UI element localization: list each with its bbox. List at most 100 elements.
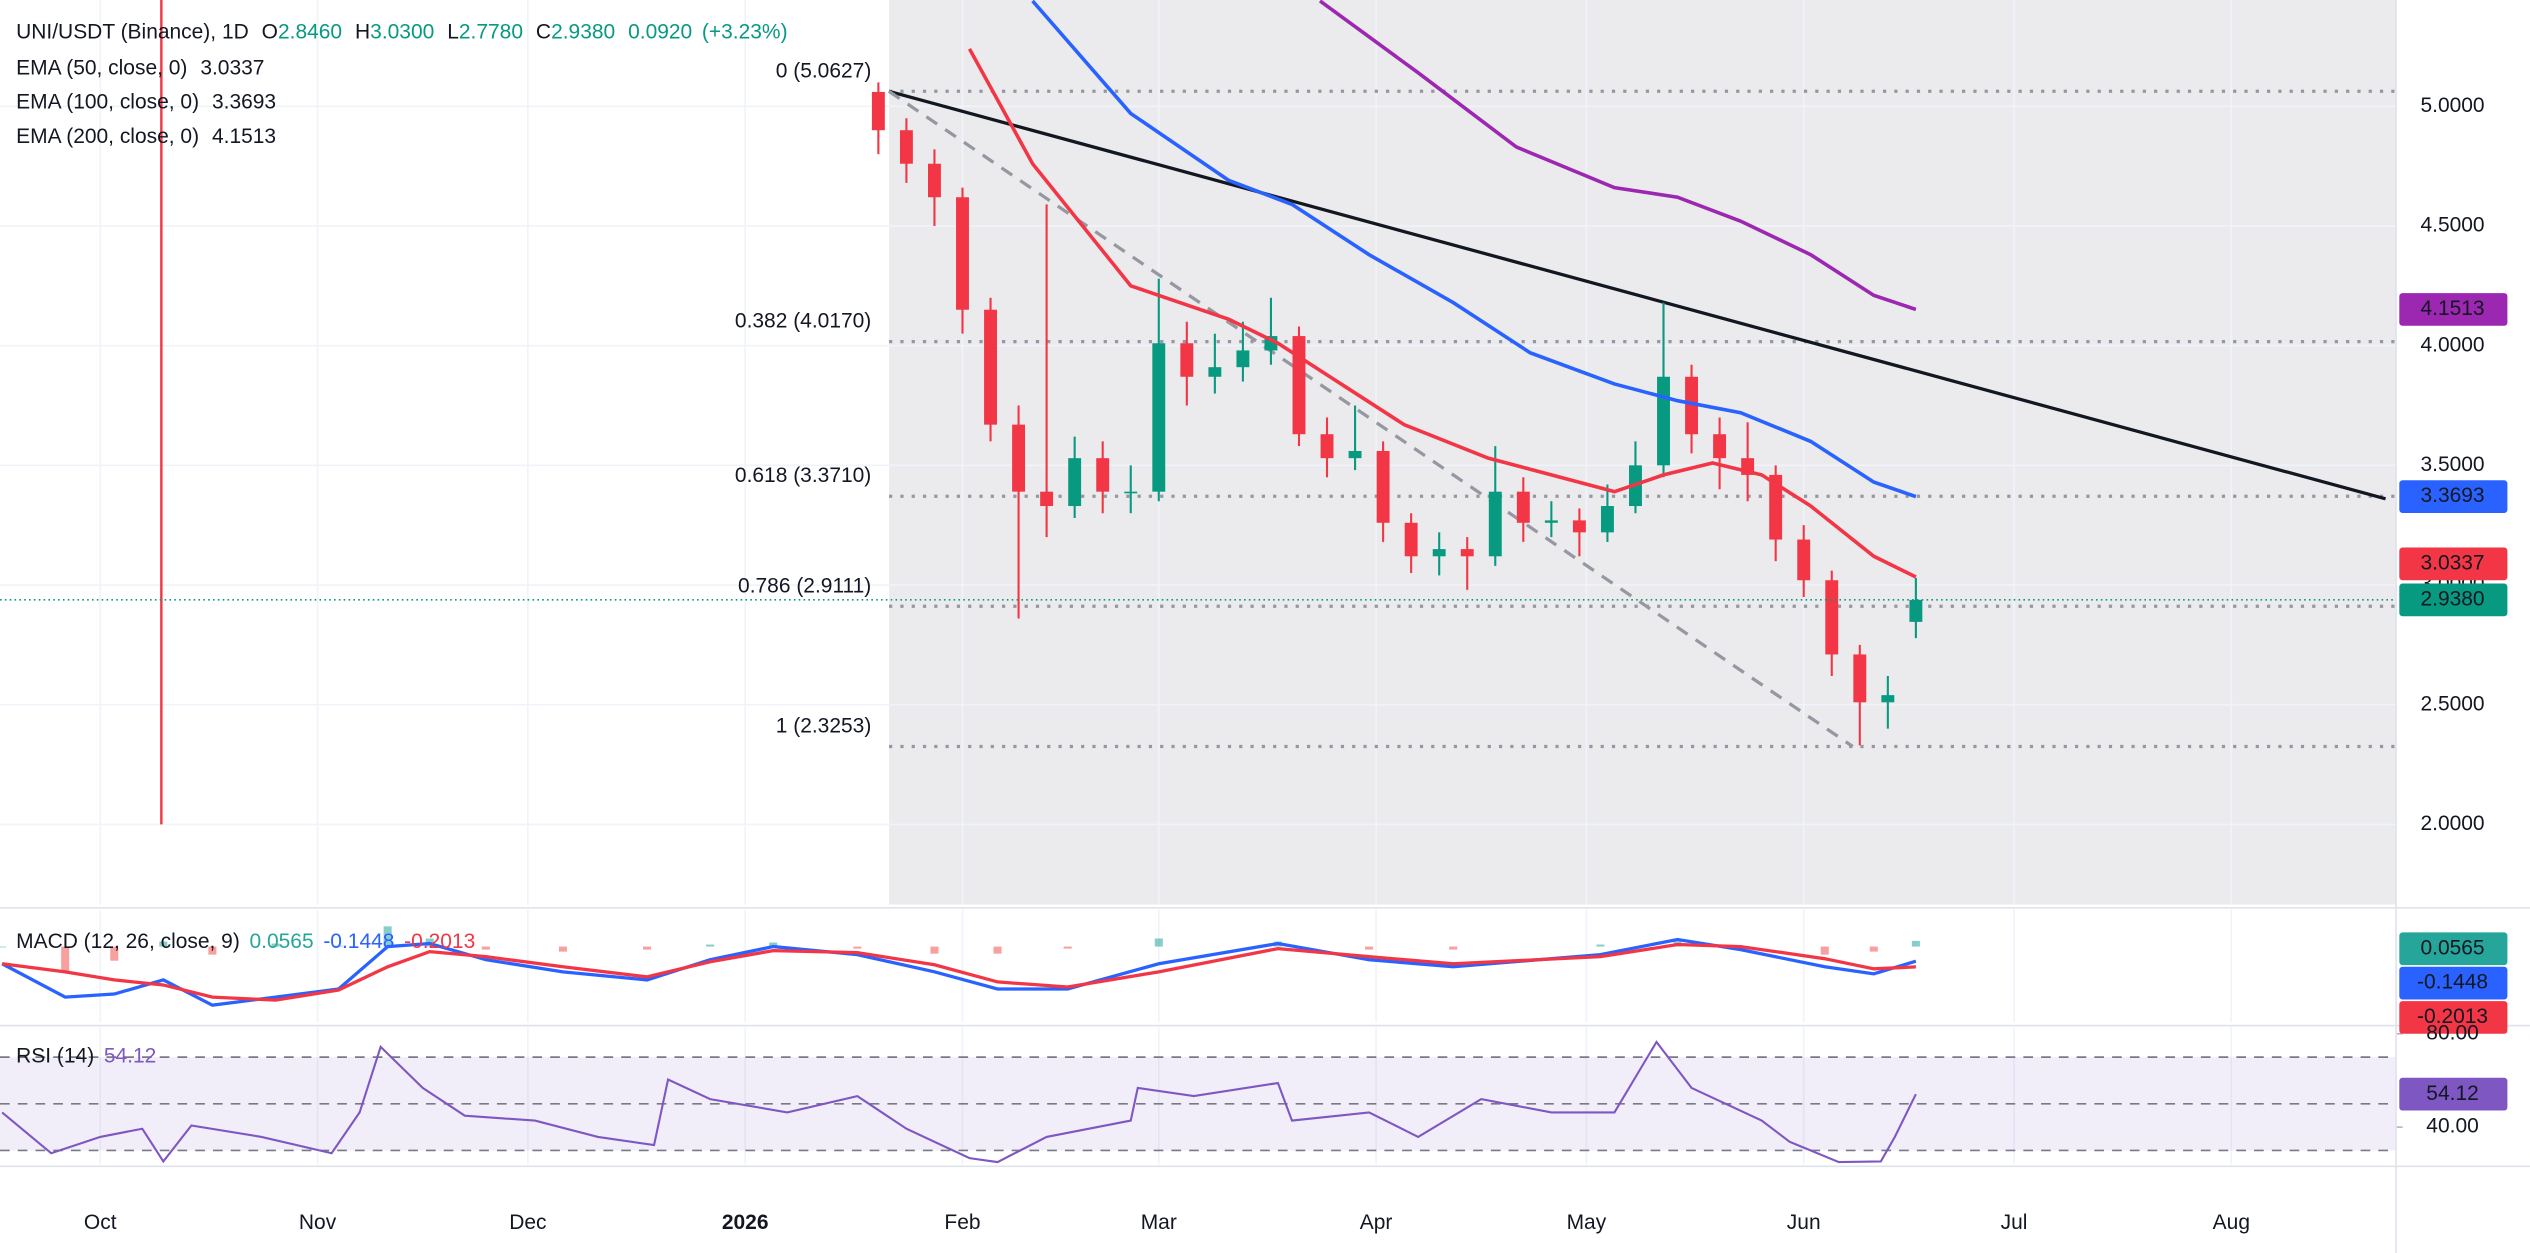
rsi-pane [0,1040,2397,1164]
candle-body [1040,491,1054,507]
x-tick-label: Mar [1141,1211,1177,1234]
rsi-line [1,1040,1917,1164]
legend-value: 54.12 [104,1044,156,1067]
candle-body [956,197,969,310]
candle-body [1600,506,1614,533]
legend-text: O [262,20,278,43]
legend-text: 2.7780 [459,20,523,43]
ema-line [1318,0,1917,312]
candle-body [1488,491,1502,557]
histogram-bar [1911,940,1920,947]
y-tick-label: 40.00 [2426,1115,2478,1138]
fib-label: 0.786 (2.9111) [738,574,871,597]
legend-text: 2.9380 [551,20,615,43]
y-tick-label: 2.5000 [2420,692,2484,715]
histogram-bar [1063,946,1072,949]
legend-text: 0.0920 [628,20,692,43]
candle-body [1685,376,1699,435]
legend-name: EMA (200, close, 0) [16,125,199,148]
macd-tag-bg [2399,932,2508,966]
candle-body [1881,695,1895,703]
y-tick-label: 2.0000 [2420,812,2484,835]
candle-body [1124,491,1138,494]
candle-body [1376,450,1390,523]
histogram-bar [558,946,567,952]
macd-tag: -0.1448 [2417,971,2488,994]
fib-label: 1 (2.3253) [776,714,872,737]
macd-pane [0,926,1920,1007]
legend-value: 4.1513 [212,125,276,148]
y-tick-label: 5.0000 [2420,94,2484,117]
candle-body [1769,474,1783,540]
candle-body [1516,491,1530,523]
candle-body [1404,522,1418,557]
price-tag-bg [2399,583,2508,617]
legend-text: 3.0300 [370,20,434,43]
candle-body [1432,549,1446,557]
legend-name: EMA (100, close, 0) [16,91,199,114]
histogram-bar [993,946,1002,954]
candle-body [1208,367,1222,377]
candle-body [1544,520,1558,523]
y-tick-label: 80.00 [2426,1021,2478,1044]
x-tick-label: Aug [2213,1211,2250,1234]
trendline [888,89,2386,501]
fib-zone [889,0,2397,905]
legend-value: 0.0565 [250,930,314,953]
candle-body [1180,343,1194,377]
histogram-bar [930,946,939,954]
macd-line [1,942,1916,1002]
x-tick-label: Oct [84,1211,117,1234]
x-tick-label: Jul [2001,1211,2028,1234]
histogram-bar [706,944,715,947]
histogram-bar [1820,946,1829,955]
histogram-bar [1869,946,1878,952]
candle-body [1657,376,1670,466]
candle-body [1320,434,1334,459]
price-tag: 3.3693 [2420,484,2484,507]
y-tick-label: 3.5000 [2420,453,2484,476]
legend-value: -0.2013 [404,930,475,953]
fib-label: 0.618 (3.3710) [735,464,871,487]
candle-body [1572,520,1586,533]
price-tag: 2.9380 [2420,587,2484,610]
legend-text: RSI (14) [16,1044,94,1067]
histogram-bar [853,946,862,949]
fib-label: 0 (5.0627) [776,59,872,82]
grid [0,0,2403,1165]
candle-body [1096,458,1110,492]
legend-text: 2.8460 [278,20,342,43]
macd-tag-bg [2399,1001,2508,1034]
histogram-bar [61,946,70,972]
candle-body [1853,654,1867,703]
trendline [887,89,1854,748]
candle-body [1236,350,1250,368]
x-tick-label: Apr [1360,1211,1393,1234]
legend-name: EMA (50, close, 0) [16,56,187,79]
histogram-bar [271,943,280,947]
x-tick-label: Dec [509,1211,546,1234]
ema-line [967,47,1917,579]
price-pane [0,0,2397,749]
histogram-bar [110,946,119,961]
histogram-bar [769,942,778,947]
candle-body [1152,343,1166,492]
candle-body [871,91,885,131]
x-tick-label: 2026 [722,1211,769,1234]
legend-text: MACD (12, 26, close, 9) [16,930,240,953]
legend-text: C [536,20,551,43]
candle-body [1825,580,1839,655]
histogram-bar [208,946,217,955]
macd-tag: 0.0565 [2420,936,2484,959]
legend-text: L [447,20,459,43]
histogram-bar [643,946,652,950]
legend-value: 3.0337 [200,56,264,79]
legend-header: RSI (14) 54.12 [16,1044,156,1067]
legend-text: (+3.23%) [702,20,788,43]
rsi-tag: 54.12 [2426,1082,2478,1105]
fib-label: 0.382 (4.0170) [735,309,871,332]
legend-text: H [355,20,370,43]
y-tick-label: 4.0000 [2420,333,2484,356]
